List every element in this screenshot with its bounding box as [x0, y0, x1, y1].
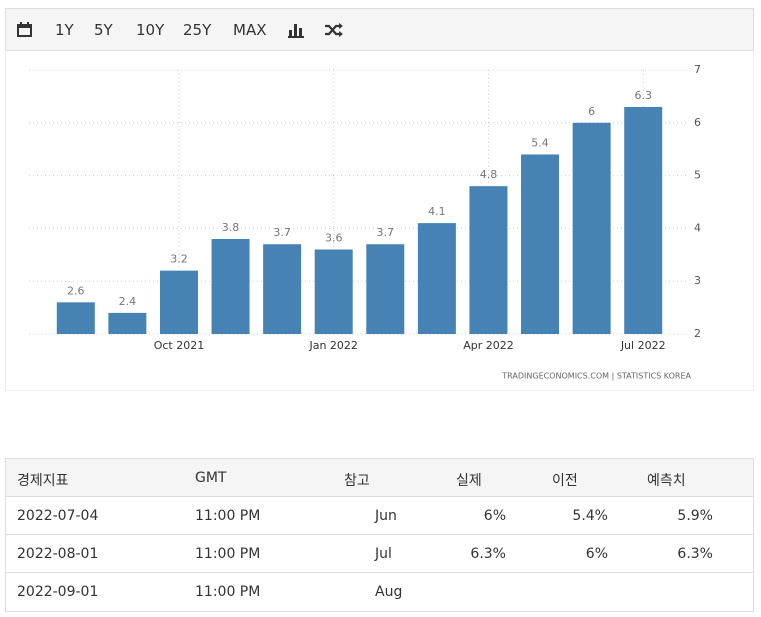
table-row: 2022-08-01 11:00 PM Jul 6.3% 6% 6.3% [5, 535, 754, 573]
x-tick-label: Oct 2021 [154, 339, 205, 352]
bar [521, 154, 560, 334]
bar-chart-icon[interactable] [287, 21, 305, 39]
data-label: 2.6 [67, 284, 85, 297]
x-tick-label: Apr 2022 [463, 339, 514, 352]
range-button[interactable]: 1Y [55, 21, 74, 39]
range-button[interactable]: MAX [233, 21, 267, 39]
data-label: 2.4 [119, 295, 137, 308]
calendar-table: 경제지표 GMT 참고 실제 이전 예측치 2022-07-04 11:00 PM Jun 6% 5… [5, 458, 754, 617]
bar [572, 122, 611, 334]
table-cell: 2022-08-01 [17, 546, 99, 562]
data-label: 3.2 [170, 253, 188, 266]
header-cell: 실제 [456, 473, 482, 489]
shuffle-icon[interactable] [324, 21, 344, 39]
table-cell: Jun [375, 508, 397, 524]
bar [108, 312, 147, 334]
data-label: 6 [588, 105, 595, 118]
bar [624, 106, 663, 335]
data-label: 3.7 [273, 226, 291, 239]
table-cell: 6.3% [470, 546, 506, 562]
y-tick-label: 5 [694, 169, 701, 182]
table-cell: Aug [375, 584, 403, 600]
bar [469, 186, 508, 334]
table-cell: Jul [375, 546, 392, 562]
bar [56, 302, 95, 334]
table-cell: 6% [483, 508, 506, 524]
toolbar: 1Y 5Y 10Y 25Y MAX [5, 8, 754, 51]
y-tick-label: 7 [694, 63, 701, 76]
table-cell: 11:00 PM [195, 508, 261, 524]
range-button[interactable]: 10Y [136, 21, 165, 39]
table-cell: 6.3% [677, 546, 713, 562]
data-label: 3.6 [325, 232, 343, 245]
table-cell: 2022-09-01 [17, 584, 99, 600]
x-tick-label: Jul 2022 [620, 339, 666, 352]
table-cell: 6% [585, 546, 608, 562]
table-cell: 11:00 PM [195, 546, 261, 562]
bar [159, 270, 198, 334]
data-label: 4.8 [480, 168, 498, 181]
table-row: 2022-07-04 11:00 PM Jun 6% 5.4% 5.9% [5, 497, 754, 535]
y-tick-label: 3 [694, 274, 701, 287]
y-tick-label: 6 [694, 116, 701, 129]
table-cell: 11:00 PM [195, 584, 261, 600]
header-cell: 예측치 [647, 473, 686, 489]
chart-source: TRADINGECONOMICS.COM | STATISTICS KOREA [501, 372, 691, 381]
header-cell: 이전 [552, 473, 578, 489]
bar [417, 223, 456, 334]
table-cell: 2022-07-04 [17, 508, 99, 524]
data-label: 6.3 [634, 89, 652, 102]
header-cell: 참고 [344, 473, 370, 489]
table-header: 경제지표 GMT 참고 실제 이전 예측치 [5, 458, 754, 497]
chart: TRADINGECONOMICS.COM | STATISTICS KOREA … [29, 63, 701, 381]
calendar-icon[interactable] [16, 21, 34, 39]
data-label: 4.1 [428, 205, 446, 218]
y-tick-label: 2 [694, 327, 701, 340]
bar [314, 249, 353, 334]
bar [366, 244, 405, 334]
x-tick-label: Jan 2022 [308, 339, 357, 352]
header-cell: GMT [195, 470, 227, 486]
data-label: 3.8 [222, 221, 240, 234]
range-button[interactable]: 25Y [183, 21, 212, 39]
chart-panel: TRADINGECONOMICS.COM | STATISTICS KOREA … [5, 50, 754, 391]
data-label: 5.4 [531, 136, 549, 149]
header-cell: 경제지표 [17, 473, 69, 489]
table-row: 2022-09-01 11:00 PM Aug [5, 573, 754, 612]
range-button[interactable]: 5Y [94, 21, 113, 39]
bar [263, 244, 302, 334]
table-cell: 5.4% [572, 508, 608, 524]
bar [211, 238, 250, 334]
data-label: 3.7 [377, 226, 395, 239]
table-cell: 5.9% [677, 508, 713, 524]
y-tick-label: 4 [694, 221, 701, 234]
